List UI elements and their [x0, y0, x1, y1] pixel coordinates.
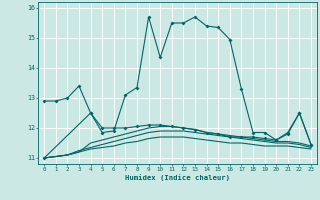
X-axis label: Humidex (Indice chaleur): Humidex (Indice chaleur) [125, 174, 230, 181]
